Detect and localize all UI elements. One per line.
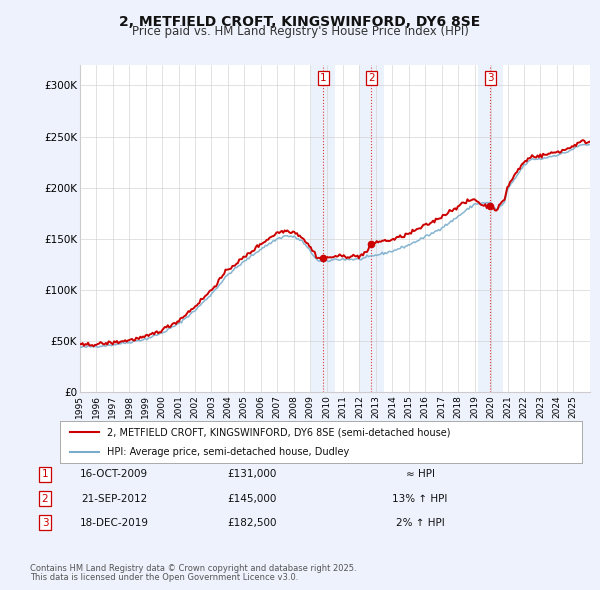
Text: 2, METFIELD CROFT, KINGSWINFORD, DY6 8SE: 2, METFIELD CROFT, KINGSWINFORD, DY6 8SE [119,15,481,29]
Text: Contains HM Land Registry data © Crown copyright and database right 2025.: Contains HM Land Registry data © Crown c… [30,565,356,573]
Text: ≈ HPI: ≈ HPI [406,470,434,479]
Text: 3: 3 [487,73,494,83]
Text: 2: 2 [368,73,374,83]
Text: 18-DEC-2019: 18-DEC-2019 [79,518,149,527]
Text: 2% ↑ HPI: 2% ↑ HPI [395,518,445,527]
Bar [478,65,503,392]
Text: £182,500: £182,500 [227,518,277,527]
Text: 1: 1 [320,73,326,83]
Text: This data is licensed under the Open Government Licence v3.0.: This data is licensed under the Open Gov… [30,573,298,582]
Text: £145,000: £145,000 [227,494,277,503]
Text: 13% ↑ HPI: 13% ↑ HPI [392,494,448,503]
Text: HPI: Average price, semi-detached house, Dudley: HPI: Average price, semi-detached house,… [107,447,349,457]
Text: £131,000: £131,000 [227,470,277,479]
Text: 1: 1 [41,470,49,479]
Text: 3: 3 [41,518,49,527]
Bar [311,65,335,392]
Text: Price paid vs. HM Land Registry's House Price Index (HPI): Price paid vs. HM Land Registry's House … [131,25,469,38]
Text: 2: 2 [41,494,49,503]
Bar [359,65,383,392]
Text: 21-SEP-2012: 21-SEP-2012 [81,494,147,503]
Text: 16-OCT-2009: 16-OCT-2009 [80,470,148,479]
Text: 2, METFIELD CROFT, KINGSWINFORD, DY6 8SE (semi-detached house): 2, METFIELD CROFT, KINGSWINFORD, DY6 8SE… [107,427,451,437]
